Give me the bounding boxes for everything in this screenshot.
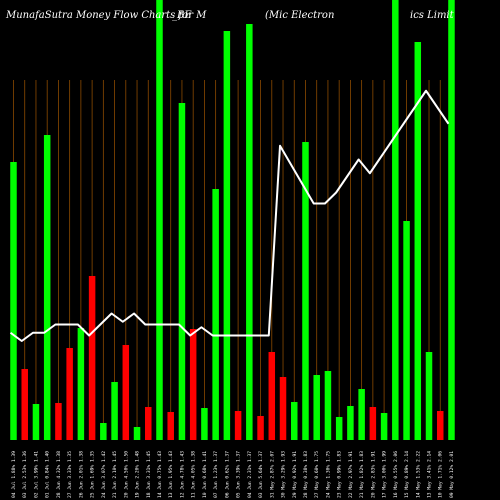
x-tick-label: 24 May 1.30% 1.75 — [325, 451, 331, 498]
x-tick-label: 28 May 0.38% 1.83 — [303, 451, 309, 498]
bar-13 — [156, 0, 163, 440]
bar-12 — [145, 407, 152, 440]
bar-11 — [133, 427, 141, 440]
x-tick-label: 23 May 0.99% 1.83 — [337, 451, 343, 498]
x-tick-label: 15 May 0.89% 2.14 — [404, 451, 410, 498]
x-tick-label: 21 May 1.82% 1.83 — [359, 451, 365, 498]
x-tick-label: 11 Jun 4.05% 1.38 — [191, 451, 197, 498]
x-tick-label: 04 Jul 1.88% 1.39 — [11, 451, 17, 498]
x-tick-label: 10 Jun 0.68% 1.41 — [202, 451, 208, 498]
x-tick-label: 16 May 0.55% 2.06 — [393, 451, 399, 498]
bar-26 — [302, 142, 309, 440]
x-tick-label: 22 May 2.97% 1.91 — [348, 451, 354, 498]
bar-4 — [55, 403, 62, 440]
x-tick-label: 20 May 2.83% 1.91 — [370, 451, 376, 498]
bar-0 — [10, 162, 17, 440]
bar-7 — [88, 276, 96, 440]
x-tick-label: 18 Jun 3.31% 1.45 — [146, 451, 152, 498]
bar-1 — [21, 369, 28, 440]
x-tick-label: 13 Jun 1.95% 1.43 — [168, 451, 174, 498]
bar-9 — [111, 382, 118, 440]
bar-2 — [32, 404, 40, 440]
x-tick-label: 20 Jun 4.50% 1.50 — [123, 451, 129, 498]
bar-22 — [257, 416, 264, 440]
bar-21 — [246, 24, 253, 440]
bar-14 — [167, 412, 174, 440]
x-tick-label: 31 May 2.87% 2.07 — [269, 451, 275, 498]
bar-33 — [380, 413, 388, 440]
bar-6 — [77, 328, 85, 440]
bar-34 — [392, 0, 399, 440]
bar-36 — [414, 42, 422, 440]
chart-title-mid: _BE — [172, 10, 192, 21]
x-tick-label: 21 Jun 2.10% 1.45 — [112, 451, 118, 498]
bar-layer — [10, 0, 455, 440]
bar-23 — [268, 352, 276, 440]
x-tick-label: 03 Jun 5.64% 1.37 — [258, 451, 264, 498]
x-tick-label: 01 Jul 0.84% 1.40 — [45, 451, 51, 498]
bar-5 — [66, 348, 73, 440]
bar-20 — [234, 411, 242, 440]
bar-31 — [358, 389, 365, 440]
bar-29 — [335, 417, 343, 440]
x-tick-label: 09 May 0.12% 2.01 — [449, 451, 455, 498]
bar-28 — [324, 371, 332, 440]
x-tick-label: 29 May 0.92% 1.91 — [292, 451, 298, 498]
x-tick-label: 25 Jun 1.69% 1.35 — [90, 451, 96, 498]
chart-title-right-2: ics Limit — [410, 10, 455, 21]
label-layer: 04 Jul 1.88% 1.39 03 Jul 2.53% 1.36 02 Jul… — [11, 451, 455, 498]
x-tick-label: 06 Jun 0.62% 1.37 — [224, 451, 230, 498]
x-tick-label: 26 Jun 2.01% 1.38 — [78, 451, 84, 498]
money-flow-line — [9, 89, 450, 342]
bar-16 — [189, 329, 197, 440]
x-tick-label: 07 Jun 1.23% 1.37 — [213, 451, 219, 498]
x-tick-label: 30 May 3.29% 1.93 — [281, 451, 287, 498]
bar-35 — [403, 221, 410, 440]
bar-30 — [347, 406, 354, 440]
bar-25 — [291, 402, 298, 440]
x-tick-label: 02 Jul 3.99% 1.41 — [33, 451, 39, 498]
bar-32 — [369, 407, 377, 440]
x-tick-label: 28 Jun 4.32% 1.38 — [56, 451, 62, 498]
bar-39 — [448, 0, 455, 440]
chart-title-right-1: (Mic Electron — [265, 10, 334, 21]
x-tick-label: 13 May 3.41% 2.14 — [427, 451, 433, 498]
bar-18 — [212, 189, 219, 440]
x-tick-label: 14 May 1.53% 2.22 — [415, 451, 421, 498]
x-tick-label: 12 Jun 4.78% 1.43 — [179, 451, 185, 498]
bar-3 — [43, 135, 51, 440]
bar-27 — [313, 375, 320, 440]
chart-title-left: MunafaSutra Money Flow Charts for M — [5, 10, 207, 21]
bar-37 — [425, 352, 433, 440]
bar-17 — [201, 408, 208, 440]
x-tick-label: 14 Jun 0.75% 1.43 — [157, 451, 163, 498]
bar-10 — [122, 345, 130, 440]
bar-38 — [436, 411, 444, 440]
x-tick-label: 19 Jun 2.20% 1.48 — [135, 451, 141, 498]
bar-15 — [178, 103, 186, 440]
x-tick-label: 17 May 3.00% 1.99 — [382, 451, 388, 498]
x-tick-label: 04 Jun 2.31% 1.37 — [247, 451, 253, 498]
x-tick-label: 03 Jul 2.53% 1.36 — [22, 451, 28, 498]
x-tick-label: 27 May 0.60% 1.75 — [314, 451, 320, 498]
bar-19 — [223, 31, 231, 440]
x-tick-label: 24 Jun 3.07% 1.42 — [101, 451, 107, 498]
x-tick-label: 05 Jun 3.39% 1.37 — [236, 451, 242, 498]
bar-8 — [100, 423, 107, 440]
bar-24 — [279, 377, 287, 440]
x-tick-label: 27 Jun 3.33% 1.35 — [67, 451, 73, 498]
x-tick-label: 10 May 1.71% 2.06 — [438, 451, 444, 498]
line-layer — [9, 89, 450, 342]
